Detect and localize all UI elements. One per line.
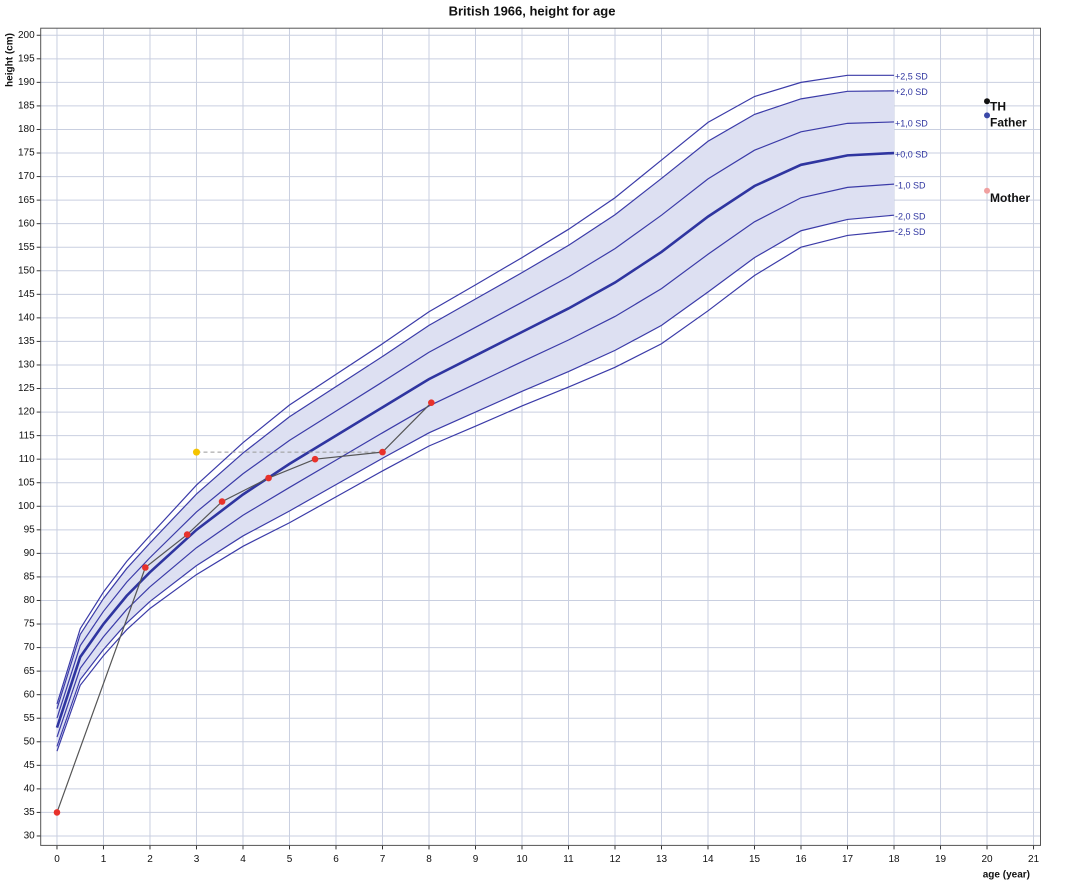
patient-point (265, 474, 272, 482)
sd-label: -2,5 SD (895, 227, 926, 237)
y-tick-label: 80 (24, 595, 36, 606)
parent-point (984, 187, 991, 194)
y-tick-label: 160 (18, 218, 35, 229)
y-tick-label: 145 (18, 289, 35, 300)
y-tick-label: 105 (18, 477, 35, 488)
y-tick-label: 200 (18, 30, 35, 41)
x-tick-label: 20 (981, 854, 993, 865)
y-tick-label: 115 (19, 430, 35, 441)
x-tick-label: 5 (287, 854, 293, 865)
y-tick-label: 150 (18, 265, 35, 276)
x-tick-label: 21 (1028, 854, 1040, 865)
y-tick-label: 125 (18, 383, 35, 394)
y-tick-label: 130 (18, 360, 35, 371)
parent-point (984, 98, 991, 105)
y-tick-label: 185 (18, 101, 35, 112)
sd-curve (56, 183, 895, 738)
x-tick-label: 18 (888, 854, 900, 865)
x-tick-label: 9 (473, 854, 479, 865)
y-tick-label: 135 (18, 336, 35, 347)
x-axis-label: age (year) (983, 870, 1030, 881)
x-tick-label: 19 (935, 854, 947, 865)
y-tick-label: 180 (18, 124, 35, 135)
x-tick-label: 12 (609, 854, 621, 865)
x-tick-label: 8 (426, 854, 432, 865)
y-tick-label: 170 (18, 171, 35, 182)
plot-frame (40, 27, 1041, 846)
y-tick-label: 75 (24, 619, 36, 630)
y-tick-label: 100 (18, 501, 35, 512)
patient-point (183, 531, 191, 538)
sd-curve (56, 74, 895, 705)
x-tick-label: 15 (749, 854, 761, 865)
parent-point (984, 112, 991, 119)
sd-curve (56, 121, 895, 719)
chart-title: British 1966, height for age (449, 3, 616, 18)
y-tick-label: 85 (24, 572, 36, 583)
patient-line (56, 402, 432, 813)
sd-label: +2,0 SD (895, 87, 928, 97)
y-tick-label: 70 (24, 642, 36, 653)
y-tick-label: 45 (24, 760, 36, 771)
x-tick-label: 2 (147, 854, 153, 865)
patient-point (379, 448, 386, 456)
y-tick-label: 175 (18, 148, 35, 159)
sd-label: -1,0 SD (895, 180, 926, 190)
x-tick-label: 11 (563, 854, 574, 865)
parent-label: Mother (990, 191, 1030, 205)
x-tick-label: 16 (795, 854, 807, 865)
sd-label: +1,0 SD (895, 118, 928, 128)
x-tick-label: 1 (101, 854, 107, 865)
patient-point (428, 399, 435, 406)
y-tick-label: 65 (24, 666, 36, 677)
y-tick-label: 60 (24, 689, 36, 700)
sd-band (56, 90, 895, 747)
patient-point (142, 564, 149, 571)
y-tick-label: 195 (18, 53, 35, 64)
x-tick-label: 4 (240, 854, 246, 865)
x-tick-label: 13 (656, 854, 668, 865)
x-tick-label: 6 (333, 854, 339, 865)
y-tick-label: 155 (18, 242, 35, 253)
parent-label: TH (990, 99, 1006, 113)
sd-label: +0,0 SD (895, 149, 928, 159)
bone-age-point (192, 448, 200, 456)
sd-curve (55, 151, 895, 729)
patient-point (53, 809, 61, 816)
y-tick-label: 140 (18, 313, 35, 324)
sd-label: -2,0 SD (895, 212, 926, 222)
sd-curve (56, 90, 895, 709)
y-tick-label: 110 (19, 454, 35, 465)
y-tick-label: 35 (24, 807, 36, 818)
parent-label: Father (990, 116, 1027, 130)
y-tick-label: 40 (24, 784, 36, 795)
sd-curve (56, 214, 895, 747)
x-tick-label: 10 (516, 854, 528, 865)
y-tick-label: 190 (18, 77, 35, 88)
y-tick-label: 50 (24, 736, 36, 747)
sd-label: +2,5 SD (895, 72, 928, 82)
x-tick-label: 3 (194, 854, 200, 865)
y-tick-label: 120 (18, 407, 35, 418)
sd-curve (56, 230, 895, 752)
y-axis-label: height (cm) (5, 33, 16, 87)
y-tick-label: 165 (18, 195, 35, 206)
y-tick-label: 95 (24, 524, 36, 535)
y-tick-label: 90 (24, 548, 36, 559)
x-tick-label: 14 (702, 854, 714, 865)
patient-point (311, 455, 319, 463)
x-tick-label: 0 (54, 854, 60, 865)
x-tick-label: 17 (842, 854, 854, 865)
patient-point (218, 498, 226, 505)
x-tick-label: 7 (380, 854, 386, 865)
y-tick-label: 30 (24, 831, 36, 842)
y-tick-label: 55 (24, 713, 36, 724)
